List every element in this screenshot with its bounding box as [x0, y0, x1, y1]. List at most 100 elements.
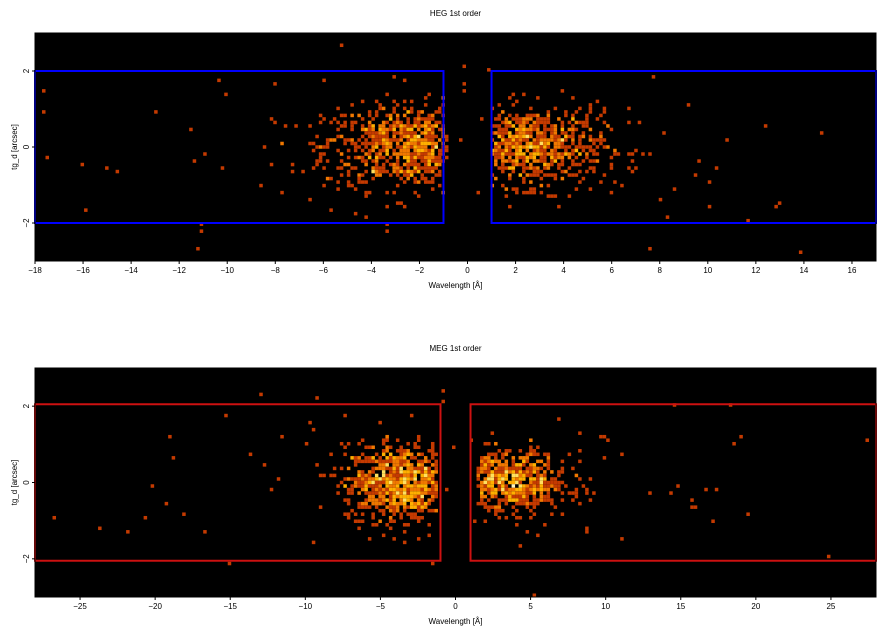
heatmap-cell — [374, 141, 379, 146]
heatmap-cell — [546, 117, 551, 121]
heatmap-cell — [536, 445, 540, 450]
heatmap-cell — [423, 169, 428, 174]
heatmap-cell — [280, 434, 284, 439]
heatmap-cell — [483, 480, 488, 485]
heatmap-cell — [532, 498, 537, 502]
heatmap-cell — [497, 141, 502, 146]
heatmap-cell — [364, 162, 368, 167]
heatmap-cell — [430, 494, 435, 499]
heatmap-cell — [409, 141, 414, 146]
heatmap-cell — [522, 501, 526, 506]
heatmap-cell — [578, 459, 582, 464]
heatmap-cell — [399, 459, 403, 464]
heatmap-cell — [497, 505, 502, 509]
heatmap-cell — [388, 113, 393, 118]
heatmap-cell — [437, 159, 442, 163]
heatmap-cell — [511, 484, 516, 488]
heatmap-cell — [490, 484, 495, 488]
heatmap-cell — [350, 103, 354, 107]
heatmap-cell — [504, 166, 509, 170]
heatmap-cell — [381, 145, 386, 149]
heatmap-cell — [546, 459, 551, 464]
heatmap-cell — [420, 491, 424, 495]
heatmap-cell — [388, 487, 393, 492]
heatmap-cell — [571, 113, 575, 118]
heatmap-cell — [543, 452, 547, 457]
x-axis-label: Wavelength [Å] — [429, 617, 483, 626]
heatmap-cell — [395, 162, 400, 167]
heatmap-cell — [395, 487, 400, 492]
heatmap-cell — [406, 494, 410, 499]
heatmap-cell — [402, 523, 407, 527]
heatmap-cell — [690, 498, 694, 502]
heatmap-cell — [490, 463, 495, 467]
heatmap-cell — [525, 141, 530, 146]
heatmap-cell — [571, 117, 575, 121]
heatmap-cell — [357, 491, 361, 495]
heatmap-cell — [427, 169, 431, 174]
heatmap-cell — [402, 131, 407, 135]
heatmap-cell — [416, 480, 421, 485]
heatmap-cell — [423, 505, 428, 509]
heatmap-cell — [539, 148, 544, 153]
heatmap-cell — [553, 484, 558, 488]
heatmap-cell — [381, 148, 386, 153]
heatmap-cell — [508, 487, 512, 492]
heatmap-cell — [357, 456, 361, 460]
heatmap-cell — [374, 162, 379, 167]
heatmap-cell — [571, 173, 575, 177]
heatmap-cell — [662, 131, 666, 135]
heatmap-cell — [301, 169, 305, 174]
heatmap-cell — [378, 477, 382, 481]
heatmap-cell — [416, 194, 421, 198]
heatmap-cell — [343, 477, 347, 481]
heatmap-cell — [367, 498, 372, 502]
heatmap-cell — [560, 176, 565, 181]
heatmap-cell — [522, 138, 526, 142]
heatmap-cell — [525, 117, 530, 121]
heatmap-cell — [399, 452, 403, 457]
heatmap-cell — [409, 505, 414, 509]
heatmap-cell — [518, 456, 523, 460]
heatmap-cell — [406, 155, 410, 160]
heatmap-cell — [381, 166, 386, 170]
heatmap-cell — [423, 484, 428, 488]
heatmap-cell — [392, 120, 396, 125]
heatmap-cell — [588, 166, 593, 170]
heatmap-cell — [406, 110, 410, 114]
x-tick-label: 15 — [676, 602, 685, 611]
heatmap-cell — [518, 145, 523, 149]
heatmap-cell — [515, 515, 519, 520]
heatmap-cell — [416, 487, 421, 492]
heatmap-cell — [311, 166, 316, 170]
heatmap-cell — [487, 459, 491, 464]
heatmap-cell — [546, 166, 551, 170]
heatmap-cell — [416, 537, 421, 541]
heatmap-cell — [392, 484, 396, 488]
heatmap-cell — [546, 110, 551, 114]
heatmap-cell — [508, 113, 512, 118]
heatmap-cell — [420, 452, 424, 457]
heatmap-cell — [437, 138, 442, 142]
heatmap-cell — [409, 498, 414, 502]
heatmap-cell — [336, 120, 340, 125]
heatmap-cell — [501, 491, 505, 495]
y-tick-label: −2 — [22, 554, 31, 564]
heatmap-cell — [385, 113, 389, 118]
heatmap-cell — [553, 159, 558, 163]
heatmap-cell — [395, 117, 400, 121]
heatmap-cell — [487, 484, 491, 488]
heatmap-cell — [143, 515, 148, 520]
heatmap-cell — [557, 141, 561, 146]
heatmap-cell — [518, 477, 523, 481]
heatmap-cell — [529, 106, 533, 111]
heatmap-cell — [346, 148, 351, 153]
heatmap-cell — [315, 396, 319, 400]
heatmap-cell — [627, 106, 631, 111]
heatmap-cell — [360, 180, 365, 184]
heatmap-cell — [543, 463, 547, 467]
heatmap-cell — [430, 145, 435, 149]
heatmap-cell — [395, 183, 400, 188]
heatmap-cell — [203, 530, 207, 534]
